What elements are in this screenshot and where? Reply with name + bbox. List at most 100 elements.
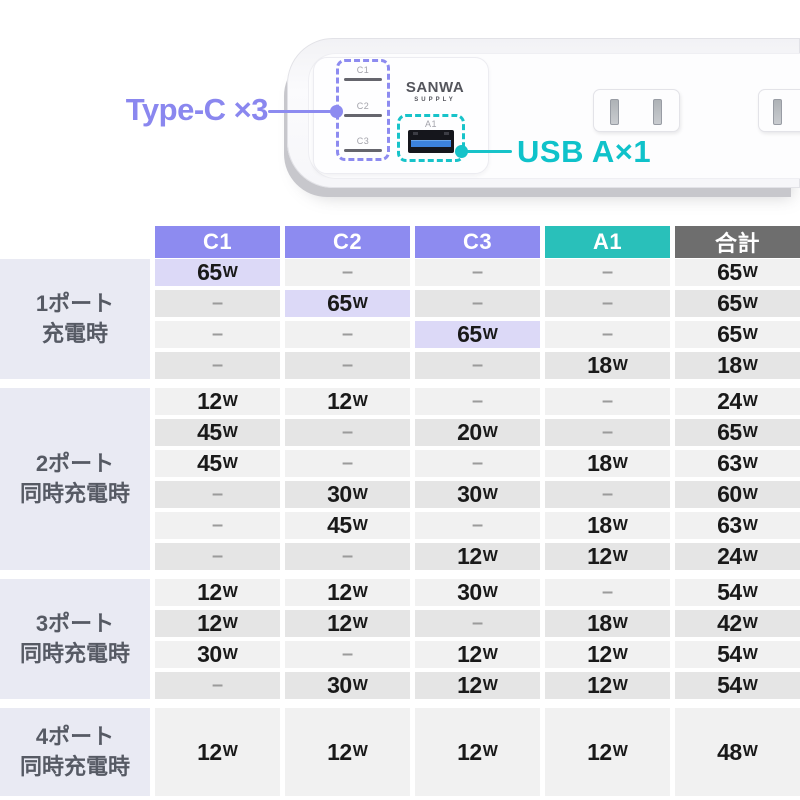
spec-header-corner — [0, 226, 150, 258]
outlet-slot — [610, 99, 619, 125]
spec-table-header: C1 C2 C3 A1 合計 — [0, 226, 800, 258]
type-c-callout-dot — [330, 105, 343, 118]
spec-table-body: 1ポート 充電時 65 W – – –65 W –65 W – –65 W – –65 W –65 W – – –18 W… — [0, 259, 800, 796]
usb-a-pin — [413, 132, 418, 135]
spec-cell: 12 W — [415, 672, 540, 699]
spec-cell: – — [285, 321, 410, 348]
usb-c-port-c2: C2 — [339, 101, 387, 120]
spec-cell: – — [285, 641, 410, 668]
spec-cell: 18 W — [675, 352, 800, 379]
spec-cell: 12 W — [415, 543, 540, 570]
type-c-port-group: C1 C2 C3 — [336, 59, 390, 161]
spec-cell: 65 W — [675, 290, 800, 317]
spec-cell: – — [155, 352, 280, 379]
sanwa-logo: SANWA SUPPLY — [403, 79, 467, 104]
brand-name: SANWA — [405, 79, 465, 96]
spec-cell: 12 W — [285, 388, 410, 415]
spec-cell: – — [155, 321, 280, 348]
usb-a-callout-label: USB A×1 — [517, 134, 652, 169]
usb-a-pin — [444, 132, 449, 135]
spec-cell: – — [415, 450, 540, 477]
charging-spec-table: C1 C2 C3 A1 合計 1ポート 充電時 65 W – – –65 W –65 W – –65 W – –65… — [0, 226, 800, 800]
spec-cell: 18 W — [545, 352, 670, 379]
spec-cell: 18 W — [545, 512, 670, 539]
ac-outlet-1 — [593, 89, 680, 132]
column-header-c3: C3 — [415, 226, 540, 258]
spec-cell: 12 W — [415, 641, 540, 668]
spec-cell: 12 W — [415, 708, 540, 796]
spec-cell: 24 W — [675, 388, 800, 415]
spec-cell: 65 W — [675, 259, 800, 286]
spec-cell: 30 W — [155, 641, 280, 668]
spec-cell: 18 W — [545, 450, 670, 477]
spec-cell: – — [415, 290, 540, 317]
spec-cell: – — [285, 419, 410, 446]
spec-cell: 65 W — [675, 321, 800, 348]
spec-cell: 60 W — [675, 481, 800, 508]
spec-cell: 45 W — [155, 419, 280, 446]
usb-a-port-icon — [408, 130, 454, 153]
spec-cell: – — [285, 450, 410, 477]
spec-cell: 20 W — [415, 419, 540, 446]
spec-cell: 12 W — [545, 708, 670, 796]
spec-cell: – — [155, 543, 280, 570]
spec-cell: 54 W — [675, 579, 800, 606]
spec-cell: 30 W — [415, 481, 540, 508]
group-label: 4ポート 同時充電時 — [0, 708, 150, 796]
usb-a-tongue — [411, 140, 451, 147]
spec-cell: 12 W — [285, 579, 410, 606]
port-label-c1: C1 — [356, 65, 370, 75]
spec-cell: 45 W — [285, 512, 410, 539]
spec-cell: – — [415, 512, 540, 539]
spec-cell: – — [415, 352, 540, 379]
usb-a-callout-dot — [455, 145, 468, 158]
column-header-total: 合計 — [675, 226, 800, 258]
spec-cell: 54 W — [675, 672, 800, 699]
ac-outlet-2 — [758, 89, 800, 132]
spec-cell: 63 W — [675, 450, 800, 477]
spec-cell: – — [545, 419, 670, 446]
spec-cell: 24 W — [675, 543, 800, 570]
column-header-a1: A1 — [545, 226, 670, 258]
spec-cell: 12 W — [545, 672, 670, 699]
spec-cell: – — [545, 481, 670, 508]
brand-sub: SUPPLY — [414, 97, 456, 103]
product-hero: C1 C2 C3 SANWA SUPPLY A1 — [0, 0, 800, 226]
column-header-c1: C1 — [155, 226, 280, 258]
spec-cell: – — [415, 388, 540, 415]
spec-cell: 12 W — [155, 610, 280, 637]
spec-cell: – — [155, 481, 280, 508]
port-label-c2: C2 — [356, 100, 370, 111]
outlet-slot — [773, 99, 782, 125]
usb-c-port-c3: C3 — [339, 136, 387, 155]
spec-cell: 45 W — [155, 450, 280, 477]
spec-cell: 48 W — [675, 708, 800, 796]
outlet-slot — [653, 99, 662, 125]
group-label: 3ポート 同時充電時 — [0, 579, 150, 699]
spec-cell: 18 W — [545, 610, 670, 637]
spec-cell: 12 W — [545, 641, 670, 668]
spec-cell: 30 W — [415, 579, 540, 606]
spec-group: 2ポート 同時充電時 12 W 12 W – –24 W 45 W –20 W –65 W 45 W – –18 W 6… — [0, 388, 800, 570]
type-c-callout-label: Type-C ×3 — [125, 92, 269, 127]
spec-group: 3ポート 同時充電時 12 W 12 W 30 W –54 W 12 W 12 W –18 W 42 W 30 W –1… — [0, 579, 800, 699]
spec-cell: 65 W — [415, 321, 540, 348]
spec-group: 1ポート 充電時 65 W – – –65 W –65 W – –65 W – –65 W –65 W – – –18 W… — [0, 259, 800, 379]
spec-cell: 65 W — [285, 290, 410, 317]
group-label: 2ポート 同時充電時 — [0, 388, 150, 570]
usb-c-port-c1: C1 — [339, 65, 387, 84]
group-label: 1ポート 充電時 — [0, 259, 150, 379]
spec-cell: 12 W — [155, 579, 280, 606]
spec-cell: – — [155, 672, 280, 699]
spec-cell: – — [545, 259, 670, 286]
usb-c-port-icon — [339, 113, 387, 117]
usb-a-callout-line — [464, 150, 512, 153]
spec-cell: 12 W — [285, 708, 410, 796]
column-header-c2: C2 — [285, 226, 410, 258]
spec-cell: 12 W — [155, 708, 280, 796]
usb-c-port-icon — [339, 78, 387, 81]
spec-cell: 12 W — [545, 543, 670, 570]
usb-a-port-group: A1 — [397, 114, 465, 162]
spec-cell: 42 W — [675, 610, 800, 637]
